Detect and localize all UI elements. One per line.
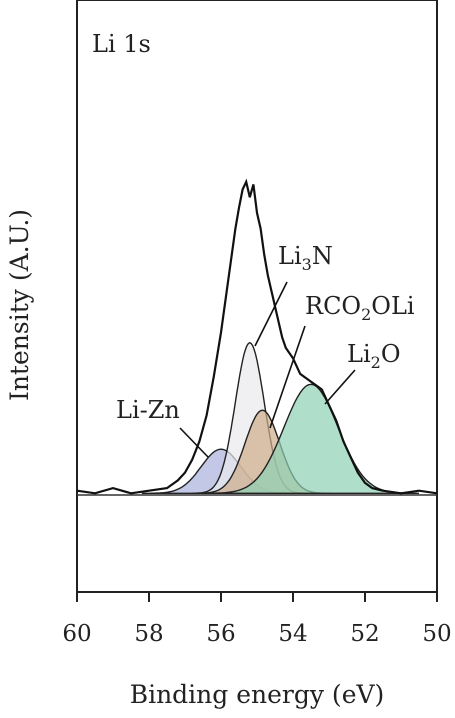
annotation-leader-line xyxy=(269,325,306,429)
x-ticks: 60 58 56 54 52 50 xyxy=(62,592,452,647)
x-tick-label: 50 xyxy=(422,621,451,647)
x-tick-label: 52 xyxy=(350,621,379,647)
x-tick-label: 60 xyxy=(62,621,91,647)
annotation-li3n: Li3N xyxy=(278,242,333,274)
annotation-li2o: Li2O xyxy=(347,340,401,372)
annotation-rco2oli: RCO2OLi xyxy=(305,292,415,324)
x-tick-label: 56 xyxy=(206,621,235,647)
y-axis-title: Intensity (A.U.) xyxy=(5,209,34,401)
raw-envelope-line xyxy=(76,178,438,495)
x-tick-label: 54 xyxy=(278,621,307,647)
x-tick-label: 58 xyxy=(134,621,163,647)
annotation-li-zn: Li-Zn xyxy=(116,396,180,424)
annotation-leader-line xyxy=(254,281,288,347)
annotation-leaders xyxy=(179,281,356,458)
annotation-leader-line xyxy=(179,427,209,458)
plot-frame xyxy=(76,0,438,593)
panel-label: Li 1s xyxy=(92,30,151,58)
annotation-leader-line xyxy=(324,369,356,405)
x-axis-title: Binding energy (eV) xyxy=(130,680,385,709)
peak-components xyxy=(141,341,419,494)
